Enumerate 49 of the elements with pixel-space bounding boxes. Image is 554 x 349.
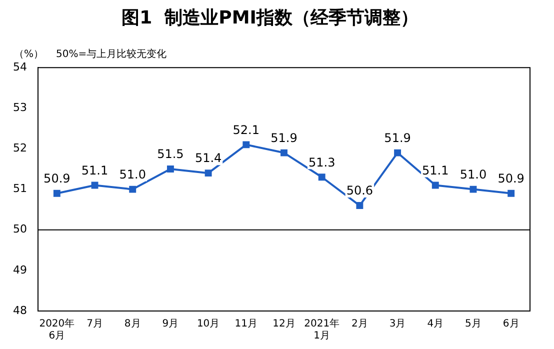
point bbox=[394, 149, 402, 156]
point bbox=[53, 190, 60, 197]
y-tick-label: 53 bbox=[12, 101, 27, 114]
y-tick-label: 49 bbox=[12, 263, 27, 276]
x-tick-label: 8月 bbox=[124, 318, 141, 330]
y-tick-label: 50 bbox=[12, 222, 27, 236]
x-tick-label: 4月 bbox=[427, 318, 444, 330]
data-label: 51.1 bbox=[422, 163, 449, 178]
x-tick-label: 2021年 1月 bbox=[304, 318, 340, 342]
point bbox=[470, 186, 477, 193]
point bbox=[129, 186, 136, 193]
x-tick-label: 10月 bbox=[196, 318, 220, 330]
y-tick-label: 54 bbox=[12, 60, 27, 74]
point bbox=[91, 182, 98, 189]
x-tick-label: 2020年 6月 bbox=[39, 318, 75, 342]
data-label: 51.5 bbox=[157, 147, 184, 162]
data-label: 51.9 bbox=[270, 130, 298, 145]
data-label: 51.4 bbox=[194, 151, 222, 166]
y-tick-label: 51 bbox=[12, 182, 27, 196]
x-tick-label: 3月 bbox=[389, 318, 406, 330]
text: 50%=与上月比较无变化 bbox=[56, 48, 167, 60]
x-tick-label: 7月 bbox=[86, 318, 103, 330]
data-label: 51.1 bbox=[81, 163, 108, 178]
data-label: 52.1 bbox=[232, 122, 260, 137]
data-label: 50.6 bbox=[346, 184, 374, 198]
text: （%） bbox=[14, 49, 44, 60]
data-label: 51.3 bbox=[308, 155, 336, 170]
data-label: 50.9 bbox=[498, 171, 524, 186]
y-tick-label: 48 bbox=[12, 304, 27, 317]
y-tick-label: 52 bbox=[12, 142, 27, 155]
point bbox=[204, 170, 212, 177]
x-tick-label: 5月 bbox=[465, 318, 482, 330]
x-tick-label: 6月 bbox=[502, 318, 520, 330]
data-label: 51.9 bbox=[384, 130, 411, 145]
point bbox=[508, 190, 515, 197]
chart-title: 图1 制造业PMI指数（经季节调整） bbox=[122, 7, 418, 28]
data-label: 50.9 bbox=[44, 171, 70, 186]
point bbox=[356, 202, 364, 209]
x-tick-label: 11月 bbox=[234, 318, 258, 330]
x-tick-label: 9月 bbox=[162, 318, 179, 330]
x-tick-label: 12月 bbox=[272, 318, 296, 330]
point bbox=[280, 149, 288, 156]
data-label: 51.0 bbox=[119, 167, 146, 182]
point bbox=[242, 141, 250, 148]
point bbox=[166, 166, 174, 172]
point bbox=[432, 182, 439, 189]
data-label: 51.0 bbox=[460, 167, 487, 182]
point bbox=[318, 174, 326, 181]
x-tick-label: 2月 bbox=[352, 318, 368, 330]
